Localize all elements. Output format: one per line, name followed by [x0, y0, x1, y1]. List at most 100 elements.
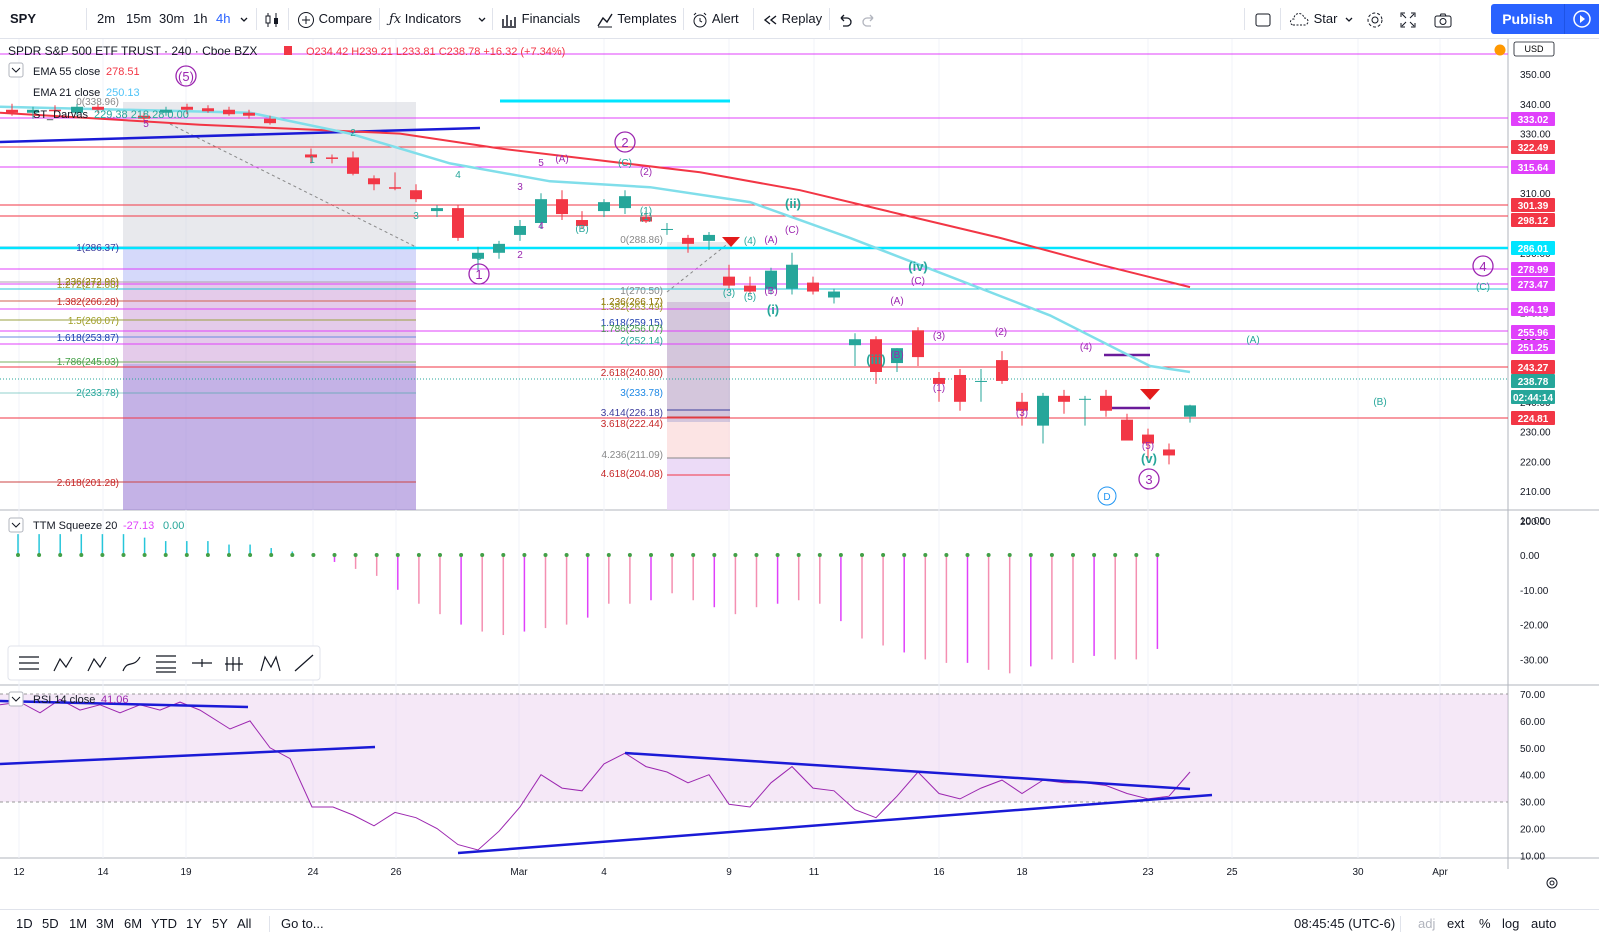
templates-button[interactable]: Templates	[596, 6, 677, 32]
fib-level-label[interactable]: 4.236(211.09)	[601, 450, 663, 461]
ttm-label[interactable]: TTM Squeeze 20	[33, 520, 117, 532]
candle[interactable]	[389, 187, 401, 189]
candle[interactable]	[765, 270, 777, 289]
gann-tool-icon[interactable]	[225, 657, 243, 671]
candle[interactable]	[27, 109, 39, 113]
fib-level-label[interactable]: 1.236(266.17)	[601, 297, 663, 308]
legend-collapse-icon[interactable]	[8, 62, 24, 78]
fib-level-label[interactable]: 3(233.78)	[620, 388, 663, 399]
interval-dropdown-chevron-icon[interactable]	[239, 6, 249, 32]
range-3m[interactable]: 3M	[96, 916, 115, 931]
price-label[interactable]	[1511, 198, 1555, 212]
range-5y[interactable]: 5Y	[212, 916, 228, 931]
fullscreen-icon[interactable]	[1399, 6, 1417, 32]
candle[interactable]	[682, 237, 694, 244]
candle[interactable]	[954, 374, 966, 402]
star-button[interactable]: Star	[1288, 6, 1337, 32]
candle[interactable]	[535, 199, 547, 223]
price-tick[interactable]: 330.00	[1520, 130, 1551, 141]
fib-level-label[interactable]: 1.5(260.07)	[68, 316, 119, 327]
rsi-tick[interactable]: 30.00	[1520, 798, 1545, 809]
fib-level-label[interactable]: 2.618(240.80)	[601, 368, 663, 379]
date-tick[interactable]: 18	[1016, 867, 1028, 878]
candle[interactable]	[786, 264, 798, 289]
fib-level-label[interactable]: 2(252.14)	[620, 336, 663, 347]
darvas-label[interactable]: ST_Darvas	[33, 109, 89, 121]
wave-label-circle[interactable]	[1138, 468, 1160, 490]
candle[interactable]	[1163, 449, 1175, 456]
xabcd-tool-icon[interactable]	[260, 655, 281, 672]
interval-15m[interactable]: 15m	[126, 11, 152, 26]
candles-style-icon[interactable]	[263, 6, 281, 32]
date-tick[interactable]: 12	[13, 867, 25, 878]
trend-line[interactable]	[0, 126, 481, 144]
candle[interactable]	[1121, 419, 1133, 441]
candle[interactable]	[598, 202, 610, 212]
candle[interactable]	[1058, 395, 1070, 402]
rsi-tick[interactable]: 70.00	[1520, 690, 1545, 701]
goto-button[interactable]: Go to...	[281, 916, 324, 931]
fib-level-label[interactable]: 1.786(245.03)	[57, 357, 119, 368]
price-label[interactable]	[1511, 262, 1555, 276]
price-tick[interactable]: 340.00	[1520, 100, 1551, 111]
range-ytd[interactable]: YTD	[151, 916, 177, 931]
candle[interactable]	[49, 109, 61, 112]
ttm-tick[interactable]: -30.00	[1520, 655, 1549, 666]
undo-icon[interactable]	[837, 6, 853, 32]
candle[interactable]	[243, 112, 255, 116]
price-label[interactable]	[1511, 390, 1555, 404]
date-tick[interactable]: 24	[307, 867, 319, 878]
fib-level-label[interactable]: 1.618(259.15)	[601, 318, 663, 329]
curve-tool-icon[interactable]	[122, 656, 141, 672]
range-6m[interactable]: 6M	[124, 916, 143, 931]
date-tick[interactable]: 25	[1226, 867, 1238, 878]
percent-toggle[interactable]: %	[1479, 916, 1491, 931]
price-label[interactable]	[1511, 241, 1555, 255]
interval-2m[interactable]: 2m	[97, 11, 116, 26]
price-axis[interactable]	[1508, 39, 1599, 909]
candle[interactable]	[703, 234, 715, 241]
fib-level-label[interactable]: 1.382(263.49)	[601, 302, 663, 313]
fib-tool-icon[interactable]	[156, 655, 176, 673]
chart-settings-gear-icon[interactable]	[1546, 877, 1558, 889]
date-tick[interactable]: 11	[809, 867, 820, 878]
ema55-label[interactable]: EMA 55 close	[33, 66, 100, 78]
redo-icon[interactable]	[861, 6, 877, 32]
candle[interactable]	[1016, 401, 1028, 411]
adj-toggle[interactable]: adj	[1418, 916, 1436, 931]
rsi-tick[interactable]: 40.00	[1520, 771, 1545, 782]
fib-level-label[interactable]: 1.786(256.07)	[601, 324, 663, 335]
candle[interactable]	[202, 108, 214, 112]
price-label[interactable]	[1511, 160, 1555, 174]
pattern-tool-icon[interactable]	[53, 656, 73, 672]
candle[interactable]	[576, 220, 588, 226]
fib-level-label[interactable]: 1.382(266.28)	[57, 297, 119, 308]
fib-level-label[interactable]: 0(288.86)	[620, 235, 663, 246]
candle[interactable]	[1079, 398, 1091, 400]
select-layout-icon[interactable]	[1254, 6, 1272, 32]
ttm-tick[interactable]: 0.00	[1520, 551, 1540, 562]
candle[interactable]	[326, 157, 338, 159]
candle[interactable]	[493, 243, 505, 253]
range-1d[interactable]: 1D	[16, 916, 33, 931]
alert-button[interactable]: Alert	[691, 6, 739, 32]
price-label[interactable]	[1511, 213, 1555, 227]
price-tick[interactable]: 220.00	[1520, 457, 1551, 468]
price-tick[interactable]: 210.00	[1520, 487, 1551, 498]
price-label[interactable]	[1511, 112, 1555, 126]
candle[interactable]	[431, 208, 443, 212]
ema21-line[interactable]	[0, 105, 1191, 374]
fib-level-label[interactable]: 2(233.78)	[76, 388, 119, 399]
interval-1h[interactable]: 1h	[193, 11, 208, 26]
candle[interactable]	[619, 196, 631, 209]
price-label[interactable]	[1511, 340, 1555, 354]
ttm-tick[interactable]: -10.00	[1520, 586, 1549, 597]
candle[interactable]	[71, 106, 83, 113]
fib-level-label[interactable]: 1(286.37)	[76, 243, 119, 254]
price-label[interactable]	[1511, 277, 1555, 291]
candle[interactable]	[1142, 434, 1154, 444]
date-tick[interactable]: 14	[97, 867, 109, 878]
candle[interactable]	[1037, 395, 1049, 426]
star-chevron-icon[interactable]	[1344, 6, 1354, 32]
drawing-toolbar[interactable]	[7, 645, 321, 681]
